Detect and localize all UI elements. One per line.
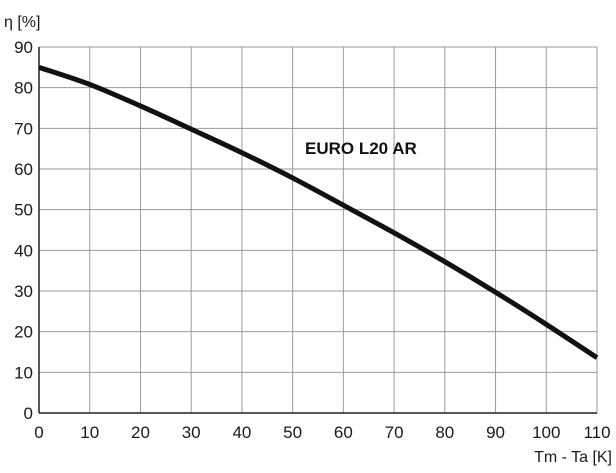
y-tick-label-3: 30 — [14, 282, 33, 301]
x-tick-label-10: 100 — [532, 423, 560, 442]
y-axis-title: η [%] — [4, 14, 40, 31]
y-tick-label-6: 60 — [14, 160, 33, 179]
y-tick-label-7: 70 — [14, 119, 33, 138]
x-tick-label-5: 50 — [283, 423, 302, 442]
x-tick-label-8: 80 — [435, 423, 454, 442]
y-tick-label-1: 10 — [14, 363, 33, 382]
x-tick-label-7: 70 — [385, 423, 404, 442]
x-tick-label-9: 90 — [486, 423, 505, 442]
x-tick-label-11: 110 — [583, 423, 610, 442]
series-layer — [38, 64, 599, 360]
x-tick-label-1: 10 — [80, 423, 99, 442]
x-tick-label-0: 0 — [34, 423, 43, 442]
series-line-0 — [38, 64, 599, 360]
x-tick-label-4: 40 — [232, 423, 251, 442]
axes — [38, 47, 597, 414]
y-tick-label-5: 50 — [14, 201, 33, 220]
y-tick-label-8: 80 — [14, 79, 33, 98]
x-axis-title: Tm - Ta [K] — [534, 449, 612, 466]
grid — [38, 46, 598, 414]
y-tick-label-0: 0 — [24, 404, 33, 423]
y-tick-label-2: 20 — [14, 323, 33, 342]
x-tick-label-2: 20 — [131, 423, 150, 442]
x-tick-label-3: 30 — [182, 423, 201, 442]
y-tick-label-9: 90 — [14, 38, 33, 57]
x-tick-label-6: 60 — [334, 423, 353, 442]
y-tick-label-4: 40 — [14, 241, 33, 260]
tick-labels: 0 10 20 30 40 50 60 70 80 90 100 110 0 10 20 30 40 50 60 70… — [14, 38, 610, 442]
series-annotation: EURO L20 AR — [305, 139, 417, 158]
